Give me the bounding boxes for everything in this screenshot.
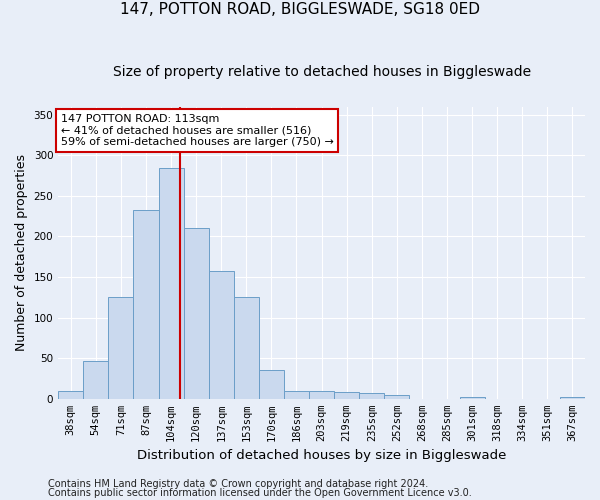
Bar xyxy=(560,397,585,399)
Bar xyxy=(109,296,133,399)
Text: Contains public sector information licensed under the Open Government Licence v3: Contains public sector information licen… xyxy=(48,488,472,498)
Y-axis label: Number of detached properties: Number of detached properties xyxy=(15,154,28,351)
X-axis label: Distribution of detached houses by size in Biggleswade: Distribution of detached houses by size … xyxy=(137,450,506,462)
Bar xyxy=(158,168,184,399)
Bar xyxy=(83,362,109,399)
Bar xyxy=(385,394,409,399)
Title: Size of property relative to detached houses in Biggleswade: Size of property relative to detached ho… xyxy=(113,65,530,79)
Text: 147, POTTON ROAD, BIGGLESWADE, SG18 0ED: 147, POTTON ROAD, BIGGLESWADE, SG18 0ED xyxy=(120,2,480,18)
Bar xyxy=(460,397,485,399)
Bar xyxy=(309,390,334,399)
Bar xyxy=(209,272,234,399)
Bar xyxy=(184,228,209,399)
Bar xyxy=(284,390,309,399)
Bar xyxy=(359,393,385,399)
Bar xyxy=(234,298,259,399)
Bar xyxy=(58,390,83,399)
Bar xyxy=(334,392,359,399)
Bar xyxy=(133,210,158,399)
Text: Contains HM Land Registry data © Crown copyright and database right 2024.: Contains HM Land Registry data © Crown c… xyxy=(48,479,428,489)
Bar xyxy=(259,370,284,399)
Text: 147 POTTON ROAD: 113sqm
← 41% of detached houses are smaller (516)
59% of semi-d: 147 POTTON ROAD: 113sqm ← 41% of detache… xyxy=(61,114,334,147)
